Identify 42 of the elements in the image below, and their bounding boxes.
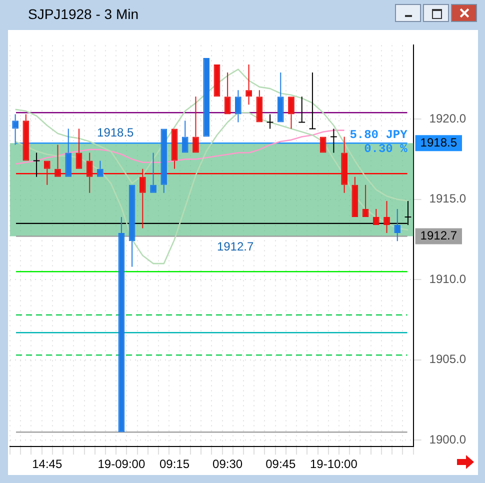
candlestick <box>277 72 284 122</box>
candlestick <box>118 216 125 432</box>
candlestick <box>308 72 316 130</box>
chart-title: SJPJ1928 - 3 Min <box>28 6 138 22</box>
candlestick <box>246 64 252 106</box>
annotation: 1918.5 <box>97 125 134 140</box>
x-tick-label: 19-09:00 <box>98 457 146 472</box>
candlestick <box>330 128 338 154</box>
candlestick <box>171 128 178 170</box>
y-tick-label: 1910.0 <box>429 272 466 286</box>
candlestick <box>192 96 199 153</box>
annotation: 5.80 JPY <box>350 128 408 142</box>
candlestick <box>352 176 358 217</box>
candlestick <box>234 90 242 123</box>
y-tick-label: 1915.0 <box>429 192 466 206</box>
candlestick <box>32 152 40 178</box>
candlestick <box>182 120 188 153</box>
candlestick <box>224 72 231 114</box>
x-tick-label: 09:15 <box>159 457 190 472</box>
candlestick <box>76 128 82 169</box>
candlestick <box>65 128 72 177</box>
candlestick <box>298 96 306 123</box>
candlestick <box>128 184 136 268</box>
candlestick <box>139 168 146 229</box>
candlestick <box>22 114 30 161</box>
candlestick <box>86 152 93 194</box>
y-tick-label: 1905.0 <box>429 352 466 366</box>
ref-line-label: 1918.5 <box>420 135 458 150</box>
y-tick-label: 1900.0 <box>429 432 466 446</box>
x-tick-label: 09:30 <box>212 457 243 472</box>
candlestick <box>341 136 348 194</box>
x-tick-label: 14:45 <box>32 457 62 472</box>
y-tick-label: 1920.0 <box>429 111 466 126</box>
candlestick <box>288 96 294 130</box>
candlestick <box>266 114 274 130</box>
annotation: 0.30 % <box>364 142 408 156</box>
x-tick-label: 19-10:00 <box>310 457 358 472</box>
x-tick-label: 09:45 <box>266 457 296 472</box>
candlestick <box>256 90 263 122</box>
ref-line-label: 1912.7 <box>420 228 458 243</box>
annotation: 1912.7 <box>216 240 254 254</box>
candlestick <box>160 128 168 194</box>
